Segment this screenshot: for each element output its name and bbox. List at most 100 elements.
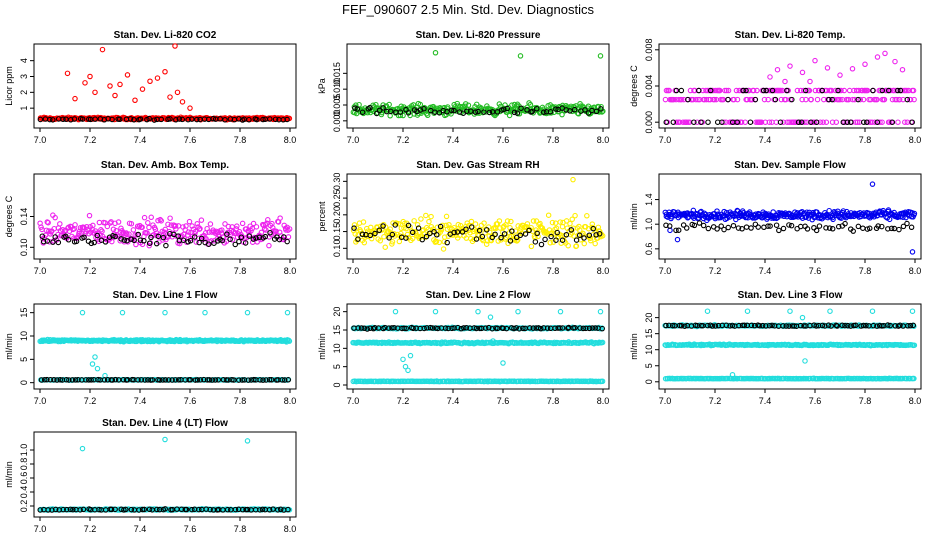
data-point	[823, 225, 829, 231]
data-point	[473, 101, 480, 108]
data-point	[400, 112, 406, 119]
data-point	[853, 87, 860, 94]
data-point	[743, 87, 749, 94]
data-point	[162, 506, 168, 512]
data-point	[268, 377, 275, 383]
data-point	[712, 323, 719, 329]
data-point	[666, 322, 672, 329]
data-point	[94, 232, 101, 239]
data-point	[825, 322, 832, 328]
data-point	[670, 119, 677, 125]
x-tick-label: 7.8	[234, 524, 247, 534]
x-tick-label: 7.6	[184, 135, 197, 145]
data-point	[667, 375, 674, 382]
data-point	[598, 103, 604, 110]
data-point	[715, 322, 722, 329]
data-point	[448, 107, 455, 114]
data-point	[829, 119, 836, 125]
data-point	[899, 66, 906, 73]
panel-title: Stan. Dev. Line 2 Flow	[426, 290, 531, 301]
data-point	[351, 225, 357, 231]
data-point	[391, 324, 397, 331]
data-point	[829, 226, 836, 232]
data-point	[730, 222, 737, 229]
data-point	[807, 78, 813, 85]
data-point	[167, 116, 173, 122]
data-point	[429, 325, 436, 331]
data-point	[198, 235, 205, 242]
data-point	[39, 233, 46, 239]
data-point	[827, 308, 833, 314]
data-point	[138, 377, 145, 383]
data-point	[407, 352, 414, 359]
x-tick-label: 7.4	[134, 396, 147, 406]
data-point	[786, 222, 792, 228]
data-point	[71, 116, 78, 122]
data-point	[146, 242, 152, 249]
x-tick-label: 7.0	[347, 266, 360, 276]
data-point	[844, 119, 851, 125]
data-point	[83, 377, 89, 383]
figure-title: FEF_090607 2.5 Min. Std. Dev. Diagnostic…	[342, 2, 594, 17]
data-point	[820, 119, 826, 125]
data-point	[267, 116, 273, 122]
data-point	[146, 240, 153, 246]
data-point	[869, 308, 876, 314]
data-point	[897, 87, 904, 94]
data-point	[352, 105, 358, 111]
data-point	[806, 87, 813, 94]
data-point	[557, 308, 564, 315]
data-point	[40, 238, 47, 245]
data-point	[673, 119, 680, 125]
data-point	[799, 96, 805, 103]
data-point	[405, 378, 412, 384]
series-4	[663, 322, 917, 329]
data-point	[361, 325, 368, 331]
data-point	[799, 69, 806, 76]
data-point	[783, 323, 789, 329]
series-1	[37, 43, 293, 123]
data-point	[533, 106, 540, 112]
data-point	[131, 117, 137, 123]
data-point	[760, 87, 767, 94]
y-axis-label: degrees C	[4, 195, 14, 237]
y-tick-label: 10	[644, 345, 654, 355]
data-point	[146, 224, 152, 231]
data-point	[262, 233, 269, 240]
data-point	[258, 229, 265, 236]
data-point	[387, 108, 394, 115]
y-tick-label: 2	[19, 90, 29, 95]
data-point	[380, 223, 386, 229]
x-tick-label: 7.4	[134, 135, 147, 145]
x-tick-label: 7.6	[184, 396, 197, 406]
data-point	[887, 322, 893, 329]
data-point	[911, 96, 917, 103]
data-point	[234, 223, 240, 229]
data-point	[92, 116, 98, 122]
data-point	[246, 116, 252, 123]
data-point	[78, 230, 85, 236]
data-point	[128, 236, 135, 242]
data-point	[675, 227, 682, 233]
data-point	[359, 231, 366, 238]
data-point	[79, 116, 86, 122]
series-1	[37, 309, 293, 379]
data-point	[475, 108, 481, 115]
y-tick-label: 0.15	[332, 223, 342, 241]
data-point	[197, 225, 203, 232]
data-point	[484, 238, 491, 244]
data-point	[863, 119, 870, 125]
data-point	[908, 224, 915, 231]
plot-frame	[33, 43, 297, 129]
data-point	[254, 116, 260, 123]
data-point	[885, 226, 891, 232]
data-point	[807, 375, 813, 382]
data-point	[256, 234, 263, 241]
data-point	[868, 96, 874, 103]
data-point	[481, 109, 487, 115]
data-point	[69, 377, 76, 383]
data-point	[382, 244, 388, 250]
data-point	[511, 109, 518, 116]
data-point	[433, 238, 440, 245]
